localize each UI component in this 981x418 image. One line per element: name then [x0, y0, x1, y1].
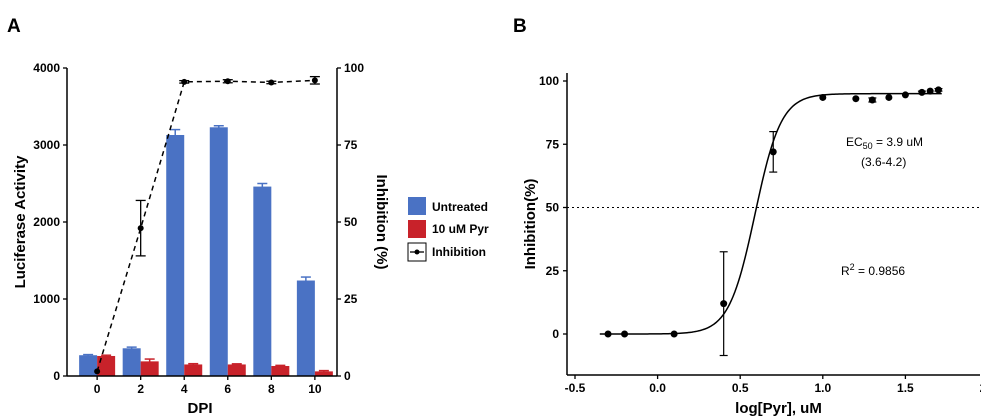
- x-tick-label-a-4: 4: [181, 382, 188, 396]
- bar-pyr-0: [97, 355, 116, 376]
- legend-inhibition-marker: [414, 249, 420, 255]
- fit-curve: [599, 92, 942, 335]
- inhibition-point-6: [224, 78, 231, 85]
- y-tick-label-a-0: 0: [53, 369, 60, 383]
- data-point-6: [852, 95, 860, 103]
- data-point-5: [819, 93, 827, 101]
- axes-b: 0 25 50 75 100 -0.5 0.0 0.5 1.0 1.5 2.0: [539, 73, 981, 395]
- x-tick-label-a-10: 10: [308, 382, 322, 396]
- chart-b: 0 25 50 75 100 -0.5 0.0 0.5 1.0 1.5 2.0 log[Pyr], …: [522, 73, 981, 417]
- r2-superscript: 2: [850, 262, 855, 272]
- y-tick-label-a-2000: 2000: [33, 215, 60, 229]
- y-tick-label-b-25: 25: [546, 264, 560, 278]
- x-tick-label-b--0.5: -0.5: [565, 381, 586, 395]
- y-tick-label-b-100: 100: [539, 74, 559, 88]
- bar-untreated-8: [253, 186, 272, 376]
- data-point-10: [918, 88, 926, 96]
- bar-group: [79, 125, 333, 376]
- y-tick-label-a-1000: 1000: [33, 292, 60, 306]
- ec50-annotation: EC50 = 3.9 uM: [846, 135, 923, 151]
- data-point-0: [604, 330, 612, 338]
- y2-axis-title-a: Inhibition (%): [373, 175, 390, 270]
- inhibition-point-10: [311, 77, 318, 84]
- r2-prefix: R: [841, 264, 850, 278]
- y-axis-title-a: Luciferase Activity: [12, 155, 29, 288]
- data-point-3: [720, 300, 728, 308]
- legend-label-untreated: Untreated: [432, 200, 488, 214]
- ec50-confidence-interval: (3.6-4.2): [861, 155, 906, 169]
- legend-label-inhibition: Inhibition: [432, 245, 486, 259]
- ec50-subscript: 50: [863, 141, 873, 151]
- x-tick-label-a-6: 6: [224, 382, 231, 396]
- y-tick-label-b-50: 50: [546, 201, 560, 215]
- bar-pyr-10: [314, 371, 333, 376]
- inhibition-line: [96, 79, 315, 372]
- data-point-12: [934, 86, 942, 94]
- legend-swatch-pyr: [408, 220, 426, 238]
- data-point-9: [901, 91, 909, 99]
- x-tick-label-b-0.0: 0.0: [649, 381, 666, 395]
- data-point-8: [885, 93, 893, 101]
- inhibition-line-group: [94, 75, 320, 375]
- r2-value: = 0.9856: [855, 264, 906, 278]
- y2-tick-label-a-75: 75: [344, 138, 358, 152]
- y2-tick-label-a-50: 50: [344, 215, 358, 229]
- y-tick-label-b-75: 75: [546, 137, 560, 151]
- bar-pyr-8: [271, 365, 290, 376]
- bar-pyr-4: [184, 364, 203, 376]
- y-tick-label-a-3000: 3000: [33, 138, 60, 152]
- x-tick-label-a-2: 2: [137, 382, 144, 396]
- legend-label-pyr: 10 uM Pyr: [432, 222, 489, 236]
- bar-untreated-6: [209, 127, 228, 376]
- inhibition-point-4: [181, 78, 188, 85]
- bar-untreated-2: [122, 348, 141, 376]
- data-points-group: [604, 86, 943, 357]
- inhibition-point-2: [137, 225, 144, 232]
- y2-tick-label-a-25: 25: [344, 292, 358, 306]
- x-tick-label-b-1.5: 1.5: [897, 381, 914, 395]
- data-point-2: [670, 330, 678, 338]
- legend-a: Untreated 10 uM Pyr Inhibition: [407, 197, 489, 262]
- x-tick-label-b-2.0: 2.0: [980, 381, 981, 395]
- y-tick-label-b-0: 0: [552, 327, 559, 341]
- x-axis-title-a: DPI: [187, 400, 212, 417]
- x-tick-label-b-1.0: 1.0: [814, 381, 831, 395]
- bar-pyr-6: [227, 364, 246, 376]
- y-tick-label-a-4000: 4000: [33, 61, 60, 75]
- panel-label-a: A: [7, 16, 21, 37]
- data-point-7: [868, 96, 876, 104]
- bar-untreated-0: [79, 355, 98, 376]
- data-point-11: [926, 87, 934, 95]
- ec50-value: = 3.9 uM: [873, 135, 923, 149]
- inhibition-point-8: [268, 79, 275, 86]
- x-axis-title-b: log[Pyr], uM: [735, 400, 822, 417]
- ec50-prefix: EC: [846, 135, 863, 149]
- x-tick-label-a-0: 0: [94, 382, 101, 396]
- r-squared-annotation: R2 = 0.9856: [841, 262, 905, 278]
- data-point-1: [621, 330, 629, 338]
- data-point-4: [769, 148, 777, 156]
- x-tick-label-b-0.5: 0.5: [732, 381, 749, 395]
- y-axis-title-b: Inhibition(%): [522, 179, 539, 270]
- fit-curve-group: [599, 92, 942, 335]
- y2-tick-label-a-0: 0: [344, 369, 351, 383]
- x-tick-label-a-8: 8: [268, 382, 275, 396]
- panel-label-b: B: [513, 16, 527, 37]
- bar-untreated-4: [166, 134, 185, 376]
- y2-tick-label-a-100: 100: [344, 61, 364, 75]
- bar-pyr-2: [140, 361, 159, 376]
- bar-untreated-10: [296, 280, 315, 376]
- legend-swatch-untreated: [408, 197, 426, 215]
- inhibition-point-0: [94, 368, 101, 375]
